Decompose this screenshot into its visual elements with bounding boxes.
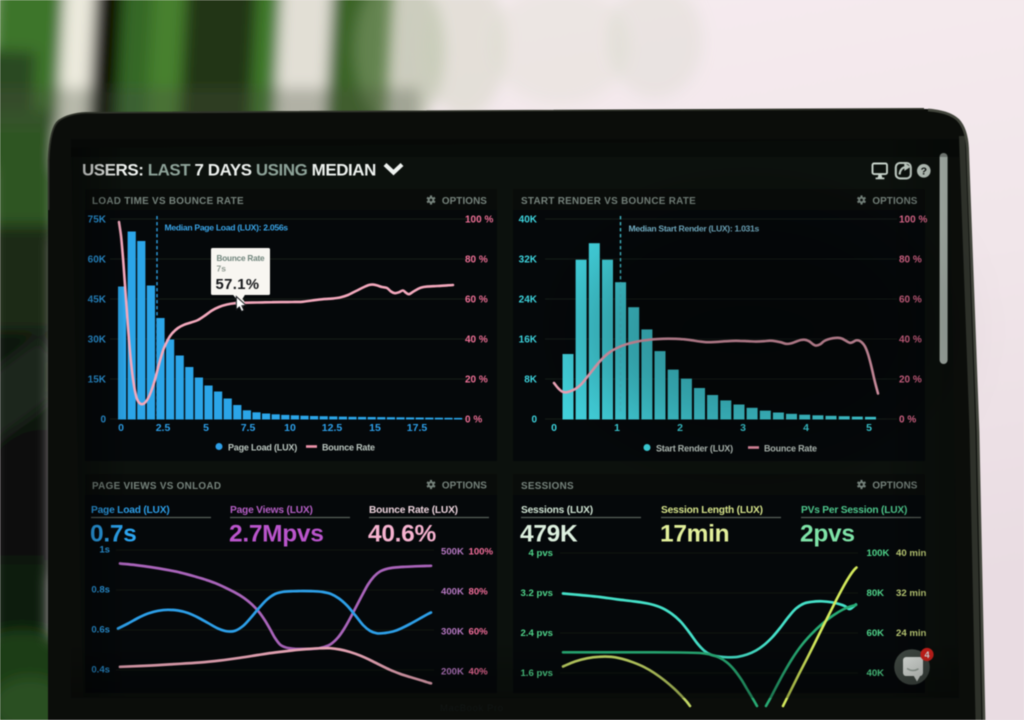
- svg-text:2.7Mpvs: 2.7Mpvs: [229, 521, 324, 548]
- svg-text:3.2 pvs: 3.2 pvs: [520, 588, 553, 599]
- svg-text:Bounce Rate: Bounce Rate: [217, 254, 265, 263]
- svg-text:Page Views (LUX): Page Views (LUX): [230, 505, 313, 516]
- svg-text:Sessions (LUX): Sessions (LUX): [521, 505, 593, 516]
- svg-text:12.5: 12.5: [322, 422, 343, 434]
- svg-text:10: 10: [284, 422, 296, 434]
- svg-text:8K: 8K: [524, 375, 538, 386]
- svg-text:100K: 100K: [867, 548, 890, 559]
- svg-text:7.5: 7.5: [241, 422, 256, 434]
- svg-text:OPTIONS: OPTIONS: [442, 481, 487, 492]
- svg-text:Bounce Rate (LUX): Bounce Rate (LUX): [369, 505, 458, 516]
- svg-text:57.1%: 57.1%: [216, 277, 260, 293]
- svg-text:24K: 24K: [519, 295, 538, 306]
- svg-text:17min: 17min: [660, 521, 729, 548]
- svg-text:Median Page Load (LUX): 2.056s: Median Page Load (LUX): 2.056s: [165, 223, 289, 233]
- svg-text:PVs Per Session (LUX): PVs Per Session (LUX): [801, 505, 907, 516]
- svg-text:17.5: 17.5: [407, 422, 428, 434]
- svg-text:Bounce Rate: Bounce Rate: [322, 443, 375, 453]
- svg-text:100 %: 100 %: [465, 215, 493, 226]
- svg-text:40K: 40K: [519, 215, 538, 226]
- svg-text:4 pvs: 4 pvs: [528, 548, 553, 559]
- svg-text:PAGE VIEWS VS ONLOAD: PAGE VIEWS VS ONLOAD: [92, 481, 221, 492]
- svg-text:60K: 60K: [867, 628, 885, 639]
- svg-text:7s: 7s: [217, 264, 227, 274]
- svg-text:5: 5: [203, 422, 209, 434]
- svg-text:START RENDER VS BOUNCE RATE: START RENDER VS BOUNCE RATE: [521, 196, 696, 207]
- svg-text:60%: 60%: [469, 627, 489, 638]
- svg-text:MacBook Pro: MacBook Pro: [440, 703, 504, 714]
- svg-text:40 %: 40 %: [465, 335, 488, 346]
- svg-text:80%: 80%: [469, 587, 489, 598]
- svg-text:0 %: 0 %: [465, 415, 482, 426]
- svg-text:USERS: LAST 7 DAYS USING MEDIA: USERS: LAST 7 DAYS USING MEDIAN: [82, 161, 376, 180]
- svg-text:Session Length (LUX): Session Length (LUX): [661, 505, 763, 516]
- svg-text:SESSIONS: SESSIONS: [521, 481, 574, 492]
- svg-text:479K: 479K: [520, 521, 578, 548]
- svg-text:80K: 80K: [867, 588, 885, 599]
- svg-text:16K: 16K: [519, 335, 538, 346]
- svg-text:5: 5: [866, 422, 872, 434]
- svg-text:32K: 32K: [519, 255, 538, 266]
- svg-text:LOAD TIME VS BOUNCE RATE: LOAD TIME VS BOUNCE RATE: [92, 196, 244, 207]
- svg-text:Page Load (LUX): Page Load (LUX): [228, 443, 297, 453]
- svg-text:20 %: 20 %: [465, 375, 488, 386]
- svg-text:1: 1: [614, 422, 620, 434]
- svg-text:2pvs: 2pvs: [800, 521, 855, 548]
- svg-text:0: 0: [551, 422, 557, 434]
- svg-text:40.6%: 40.6%: [368, 521, 436, 548]
- svg-text:2.4 pvs: 2.4 pvs: [520, 628, 553, 639]
- svg-text:0: 0: [531, 415, 537, 426]
- svg-text:400K: 400K: [441, 587, 464, 598]
- svg-text:Page Load (LUX): Page Load (LUX): [91, 505, 170, 516]
- svg-text:2.5: 2.5: [156, 422, 171, 434]
- svg-text:500K: 500K: [441, 547, 464, 558]
- svg-text:OPTIONS: OPTIONS: [442, 196, 487, 207]
- svg-text:80 %: 80 %: [465, 255, 488, 266]
- svg-text:300K: 300K: [441, 627, 464, 638]
- svg-text:Start Render (LUX): Start Render (LUX): [656, 444, 733, 454]
- svg-text:100%: 100%: [469, 547, 494, 558]
- svg-text:Bounce Rate: Bounce Rate: [764, 444, 817, 454]
- svg-text:15: 15: [369, 422, 381, 434]
- svg-text:60 %: 60 %: [465, 295, 488, 306]
